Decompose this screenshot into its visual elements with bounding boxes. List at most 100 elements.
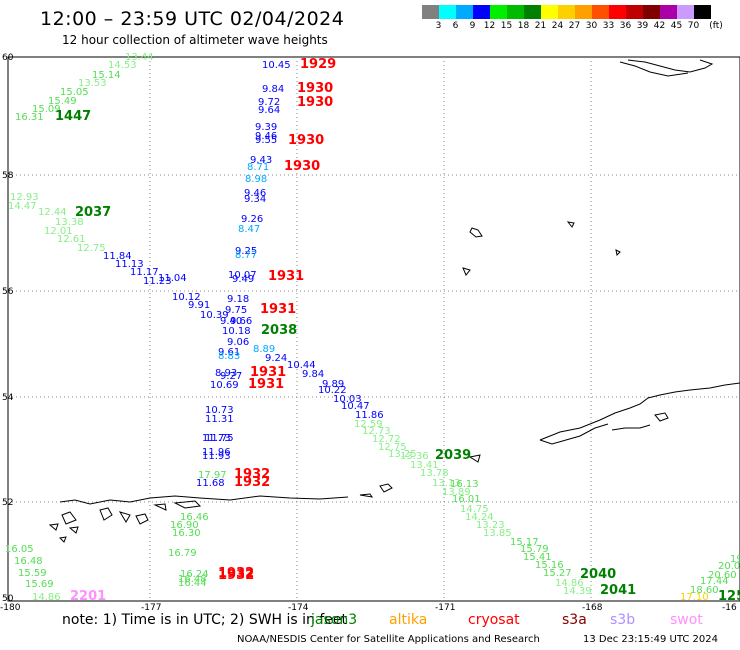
wave-height-label: 1932 — [234, 475, 270, 490]
scale-label: 42 — [653, 21, 666, 31]
chart-subtitle: 12 hour collection of altimeter wave hei… — [62, 33, 328, 47]
wave-height-label: 13.13 — [432, 478, 461, 489]
wave-height-label: 15.69 — [25, 579, 54, 590]
wave-height-label: 8.77 — [235, 250, 257, 261]
wave-height-label: 16.31 — [15, 112, 44, 123]
scale-label: 30 — [585, 21, 598, 31]
wave-height-label: 9.89 — [322, 379, 344, 390]
wave-height-label: 13.23 — [476, 520, 505, 531]
wave-height-label: 1930 — [297, 81, 333, 96]
wave-height-label: 125 — [718, 589, 740, 604]
wave-height-label: 9.49 — [232, 274, 254, 285]
legend-jason3: jason3 — [311, 612, 358, 628]
chart-title: 12:00 – 23:59 UTC 02/04/2024 — [40, 8, 345, 30]
map-frame — [7, 56, 740, 602]
wave-height-label: 1930 — [297, 95, 333, 110]
wave-height-label: 14.39 — [563, 586, 592, 597]
wave-height-label: 12.61 — [57, 234, 86, 245]
scale-label: 9 — [469, 21, 476, 31]
wave-height-label: 10.12 — [172, 292, 201, 303]
scale-label: 70 — [687, 21, 700, 31]
wave-height-label: 10.22 — [318, 385, 347, 396]
wave-height-label: 9.46 — [244, 188, 266, 199]
wave-height-label: 14.86 — [32, 592, 61, 603]
wave-height-label: 9.61 — [218, 347, 240, 358]
wave-height-label: 17.44 — [700, 576, 729, 587]
wave-height-label: 2038 — [261, 323, 297, 338]
wave-height-label: 11.86 — [355, 410, 384, 421]
wave-height-label: 9.26 — [241, 214, 263, 225]
wave-height-label: 20.0 — [718, 561, 740, 572]
scale-swatch — [473, 5, 490, 19]
wave-height-label: 9.39 — [255, 122, 277, 133]
wave-height-label: 10.73 — [205, 405, 234, 416]
wave-height-label: 13.85 — [483, 528, 512, 539]
wave-height-label: 11.31 — [205, 414, 234, 425]
wave-height-label: 16.13 — [450, 479, 479, 490]
lat-label: 60 — [2, 53, 14, 63]
generation-timestamp: 13 Dec 23:15:49 UTC 2024 — [583, 634, 718, 645]
wave-height-label: 1931 — [250, 365, 286, 380]
scale-label: 12 — [483, 21, 496, 31]
wave-height-label: 13.36 — [400, 451, 429, 462]
wave-height-label: 17.97 — [198, 470, 227, 481]
wave-height-label: 9.06 — [227, 337, 249, 348]
wave-height-label: 13.25 — [388, 449, 417, 460]
scale-label: 36 — [619, 21, 632, 31]
wave-height-label: 1930 — [284, 159, 320, 174]
scale-swatch — [524, 5, 541, 19]
scale-swatch — [541, 5, 558, 19]
wave-height-label: 14.47 — [8, 201, 37, 212]
wave-height-label: 13.89 — [442, 487, 471, 498]
wave-height-label: 8.89 — [253, 344, 275, 355]
wave-height-label: 20.60 — [708, 570, 737, 581]
scale-label: 21 — [534, 21, 547, 31]
wave-height-label: 13.78 — [420, 468, 449, 479]
wave-height-label: 16.05 — [5, 544, 34, 555]
lat-label: 56 — [2, 287, 14, 297]
scale-swatch — [575, 5, 592, 19]
wave-height-label: 2041 — [600, 583, 636, 598]
wave-height-label: 13.53 — [78, 78, 107, 89]
scale-swatch — [439, 5, 456, 19]
wave-height-label: 14.75 — [460, 504, 489, 515]
wave-height-label: 11.13 — [115, 259, 144, 270]
wave-height-label: 11.75 — [205, 433, 234, 444]
wave-height-label: 11.68 — [196, 478, 225, 489]
wave-height-label: 15.27 — [543, 568, 572, 579]
scale-label: 3 — [435, 21, 442, 31]
wave-height-label: 16.48 — [178, 574, 207, 585]
wave-height-label: 2037 — [75, 205, 111, 220]
wave-height-label: 12.59 — [354, 419, 383, 430]
wave-height-label: 8.71 — [247, 162, 269, 173]
scale-swatch — [558, 5, 575, 19]
wave-height-label: 10.07 — [228, 270, 257, 281]
wave-height-label: 13.44 — [125, 52, 154, 63]
wave-height-label: 10.03 — [333, 394, 362, 405]
wave-height-label: 11.93 — [202, 451, 231, 462]
island — [469, 227, 483, 238]
wave-height-label: 8.98 — [245, 174, 267, 185]
wave-height-label: 18.60 — [690, 585, 719, 596]
wave-height-label: 16.90 — [170, 520, 199, 531]
wave-height-label: 8.93 — [215, 368, 237, 379]
wave-height-label: 11.73 — [202, 433, 231, 444]
credit-line: NOAA/NESDIS Center for Satellite Applica… — [237, 634, 540, 645]
wave-height-label: 2201 — [70, 589, 106, 604]
wave-height-label: 9.66 — [230, 316, 252, 327]
scale-label: 6 — [452, 21, 459, 31]
scale-swatch — [592, 5, 609, 19]
coast-peninsula — [539, 382, 740, 441]
scale-swatch — [694, 5, 711, 19]
wave-height-label: 2039 — [435, 448, 471, 463]
wave-height-label: 10.39 — [200, 310, 229, 321]
lat-label: 54 — [2, 393, 14, 403]
wave-height-label: 12.01 — [44, 226, 73, 237]
lat-label: 58 — [2, 171, 14, 181]
wave-height-label: 13.38 — [55, 217, 84, 228]
wave-height-label: 11.84 — [103, 251, 132, 262]
wave-height-label: 9.46 — [255, 131, 277, 142]
wave-height-label: 9.43 — [250, 155, 272, 166]
wave-height-label: 15.16 — [535, 560, 564, 571]
